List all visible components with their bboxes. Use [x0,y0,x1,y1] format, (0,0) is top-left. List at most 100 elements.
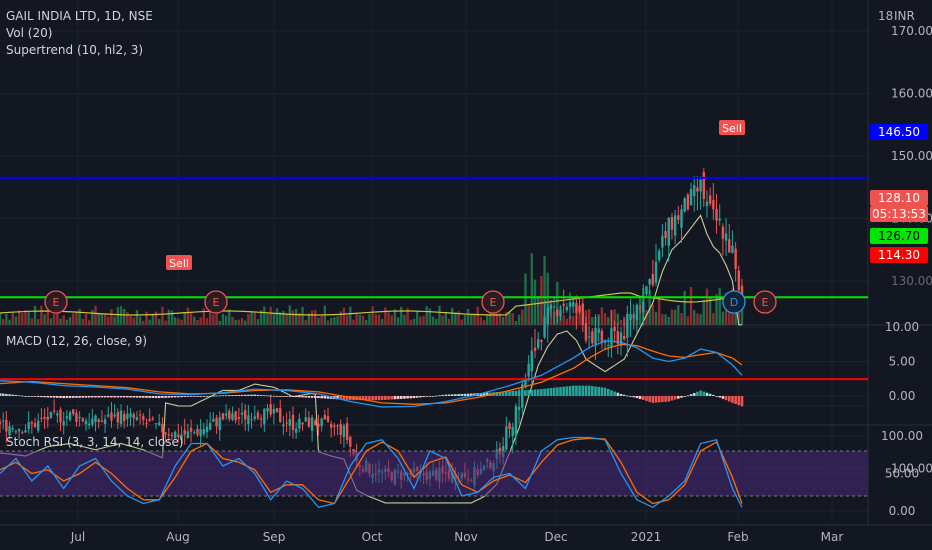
volume-bar [244,320,247,325]
macd-histogram-bar [221,395,225,397]
macd-histogram-bar [186,396,190,397]
price-tag-label: 128.10 [878,191,920,205]
volume-bar [683,290,686,325]
earnings-marker: E [204,290,228,314]
candle-body [610,328,613,348]
volume-bar [72,313,75,325]
volume-bar [5,313,8,325]
volume-bar [164,320,167,325]
candle-body [514,406,518,436]
candle-body [27,422,30,430]
candle-body [658,250,661,261]
volume-bar [384,307,387,325]
candle-body [266,408,269,412]
candle-body [298,418,301,429]
volume-bar [482,320,486,325]
candle-body [186,431,190,439]
volume-bar [68,317,72,325]
candle-body [689,189,693,206]
volume-bar [294,308,298,325]
volume-bar [368,313,371,325]
candle-body [228,410,231,420]
macd-histogram-bar [282,396,285,397]
macd-histogram-bar [501,391,505,396]
volume-bar [75,311,78,325]
macd-histogram-bar [708,393,712,396]
macd-histogram-bar [527,389,530,396]
macd-histogram-bar [664,396,667,402]
candle-body [699,179,702,192]
macd-histogram-bar [533,389,537,396]
volume-bar [651,304,655,325]
candle-body [616,331,620,344]
macd-histogram-bar [434,395,438,397]
macd-histogram-bar [616,392,620,396]
macd-histogram-bar [122,396,126,398]
candle-body [613,326,616,332]
supertrend-legend[interactable]: Supertrend (10, hl2, 3) [6,43,144,57]
macd-histogram-bar [253,394,257,396]
macd-histogram-bar [520,390,524,396]
volume-bar [501,317,505,325]
candle-body [5,419,8,432]
candle-body [110,412,113,421]
volume-bar [349,306,352,325]
volume-bar [266,313,269,325]
candle-body [72,409,75,414]
volume-bar [387,312,390,325]
time-axis-label: Dec [544,530,567,544]
macd-histogram-bar [205,396,209,397]
candle-body [731,245,734,253]
macd-histogram-bar [285,396,288,397]
candle-body [119,410,123,424]
macd-histogram-bar [406,396,409,399]
macd-histogram-bar [718,396,722,398]
macd-histogram-bar [603,387,607,396]
price-tag-box [870,206,928,222]
volume-bar [476,306,479,325]
candle-body [100,420,104,422]
macd-histogram-bar [52,396,56,398]
macd-histogram-bar [288,396,292,397]
candle-body [24,430,27,433]
volume-bar [110,309,113,325]
macd-histogram-bar [256,394,260,396]
candle-body [737,270,741,291]
macd-histogram-bar [645,396,648,401]
candle-body [78,417,81,419]
candle-body [724,233,728,241]
earnings-letter: E [53,296,60,309]
volume-bar [247,313,250,325]
volume-bar [607,317,610,325]
macd-histogram-bar [514,390,518,396]
macd-histogram-bar [403,396,406,399]
macd-histogram-bar [371,396,374,401]
stoch-axis-tick: 0.00 [889,504,916,518]
candle-body [686,194,690,210]
macd-histogram-bar [505,391,508,396]
macd-histogram-bar [14,394,18,396]
volume-bar [240,318,244,325]
macd-histogram-bar [705,392,709,396]
price-axis-tick: 130.00 [891,274,932,288]
candle-body [43,416,46,419]
volume-bar [113,316,116,325]
macd-histogram-bar [231,395,234,396]
volume-bar [457,311,460,325]
volume-bar [81,318,84,325]
volume-legend[interactable]: Vol (20) [6,26,53,40]
volume-bar [648,289,651,325]
candle-body [215,417,218,427]
volume-bar [199,317,202,325]
dividend-letter: D [730,296,738,309]
volume-bar [540,275,543,325]
macd-legend-text[interactable]: MACD (12, 26, close, 9) [6,334,148,348]
candle-body [524,379,527,388]
main-legend: GAIL INDIA LTD, 1D, NSE Vol (20) Supertr… [6,8,153,59]
volume-bar [27,312,30,325]
symbol-title[interactable]: GAIL INDIA LTD, 1D, NSE [6,9,153,23]
stoch-legend-text[interactable]: Stoch RSI (3, 3, 14, 14, close) [6,435,184,449]
candle-body [247,415,250,425]
macd-histogram-bar [482,392,486,396]
